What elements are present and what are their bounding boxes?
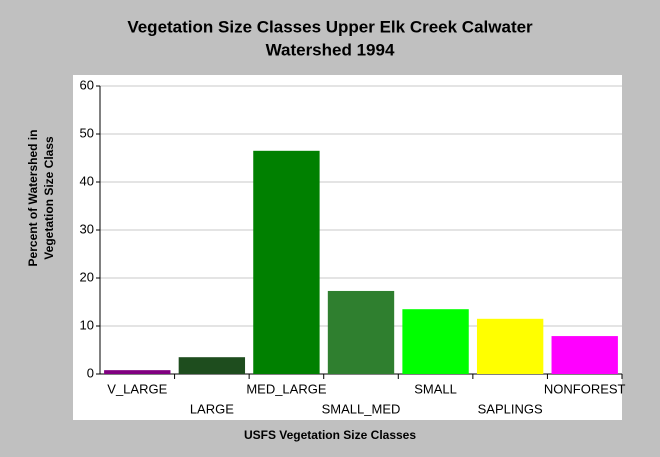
x-tick-label: SMALL bbox=[414, 381, 457, 396]
y-axis-title: Percent of Watershed in bbox=[26, 130, 40, 267]
bar bbox=[476, 318, 544, 374]
y-axis-title: Vegetation Size Class bbox=[42, 136, 56, 260]
bar bbox=[178, 357, 246, 374]
chart-title: Watershed 1994 bbox=[266, 40, 395, 59]
x-tick-label: SMALL_MED bbox=[322, 401, 401, 416]
x-tick-label: LARGE bbox=[190, 401, 234, 416]
y-tick-label: 40 bbox=[80, 173, 94, 188]
x-axis-title: USFS Vegetation Size Classes bbox=[244, 428, 416, 442]
bar bbox=[104, 370, 171, 374]
bar bbox=[402, 309, 469, 374]
bar bbox=[551, 336, 618, 374]
bar bbox=[327, 290, 395, 374]
y-tick-label: 50 bbox=[80, 125, 94, 140]
y-tick-label: 20 bbox=[80, 269, 94, 284]
x-tick-label: V_LARGE bbox=[107, 381, 167, 396]
x-tick-label: MED_LARGE bbox=[246, 381, 327, 396]
y-tick-label: 0 bbox=[87, 365, 94, 380]
bar bbox=[253, 150, 320, 374]
chart-title: Vegetation Size Classes Upper Elk Creek … bbox=[127, 17, 533, 36]
x-tick-label: SAPLINGS bbox=[478, 401, 543, 416]
y-tick-label: 30 bbox=[80, 221, 94, 236]
x-tick-label: NONFOREST bbox=[544, 381, 626, 396]
y-tick-label: 60 bbox=[80, 77, 94, 92]
y-tick-label: 10 bbox=[80, 317, 94, 332]
